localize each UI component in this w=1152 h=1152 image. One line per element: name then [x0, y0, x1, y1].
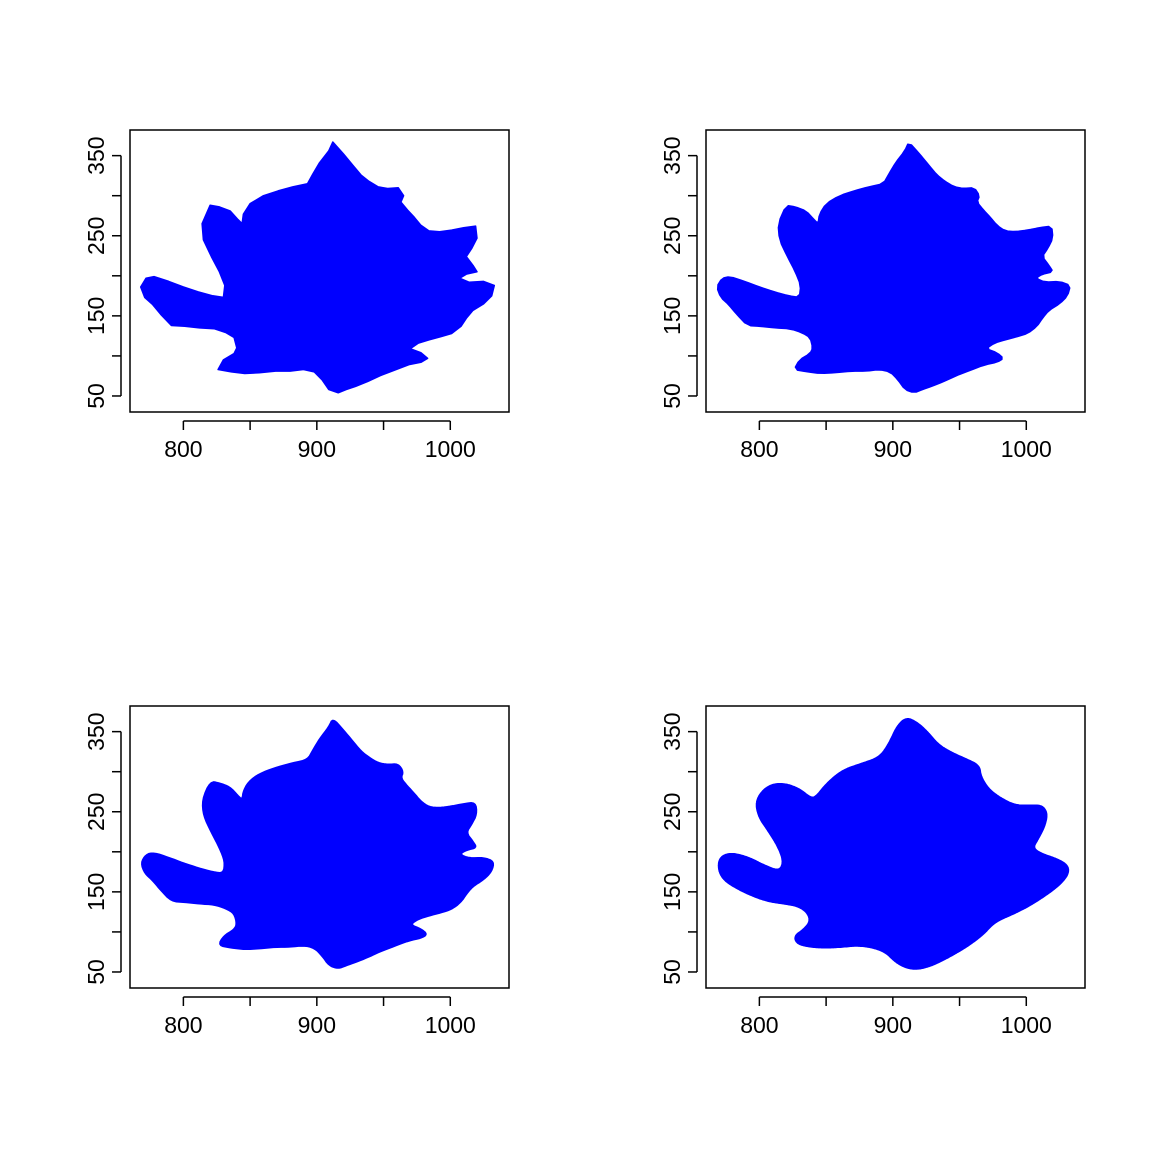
y-tick-label: 50: [659, 959, 685, 985]
x-tick-label: 900: [298, 1012, 336, 1038]
y-tick-label: 250: [659, 793, 685, 831]
leaf-shape: [716, 143, 1071, 393]
leaf-shape: [139, 141, 496, 394]
y-tick-label: 150: [83, 297, 109, 335]
y-tick-label: 350: [83, 136, 109, 174]
y-tick-label: 50: [83, 383, 109, 409]
x-tick-label: 800: [740, 436, 778, 462]
y-tick-label: 350: [659, 712, 685, 750]
panel-bottom-left: 800 900 1000 50 150 250 350: [83, 705, 510, 1038]
leaf-shape: [717, 718, 1070, 970]
x-tick-label: 1000: [425, 436, 476, 462]
x-tick-label: 1000: [425, 1012, 476, 1038]
y-tick-label: 350: [83, 712, 109, 750]
x-tick-label: 900: [874, 1012, 912, 1038]
y-tick-label: 250: [83, 217, 109, 255]
x-tick-label: 900: [874, 436, 912, 462]
y-tick-label: 50: [83, 959, 109, 985]
panel-top-left: 800 900 1000 50 150 250 350: [83, 129, 510, 462]
y-tick-label: 150: [659, 873, 685, 911]
panel-top-right: 800 900 1000 50 150 250 350: [659, 129, 1086, 462]
panel-bottom-right: 800 900 1000 50 150 250 350: [659, 705, 1086, 1038]
x-tick-label: 1000: [1001, 1012, 1052, 1038]
plot-frame: [129, 129, 510, 413]
y-tick-label: 150: [659, 297, 685, 335]
y-tick-label: 350: [659, 136, 685, 174]
x-tick-label: 1000: [1001, 436, 1052, 462]
x-tick-label: 800: [740, 1012, 778, 1038]
y-tick-label: 150: [83, 873, 109, 911]
leaf-shape: [141, 719, 495, 969]
plot-frame: [129, 705, 510, 989]
y-tick-label: 250: [83, 793, 109, 831]
plot-frame: [705, 129, 1086, 413]
plot-frame: [705, 705, 1086, 989]
y-tick-label: 50: [659, 383, 685, 409]
x-tick-label: 900: [298, 436, 336, 462]
y-tick-label: 250: [659, 217, 685, 255]
x-tick-label: 800: [164, 1012, 202, 1038]
x-tick-label: 800: [164, 436, 202, 462]
